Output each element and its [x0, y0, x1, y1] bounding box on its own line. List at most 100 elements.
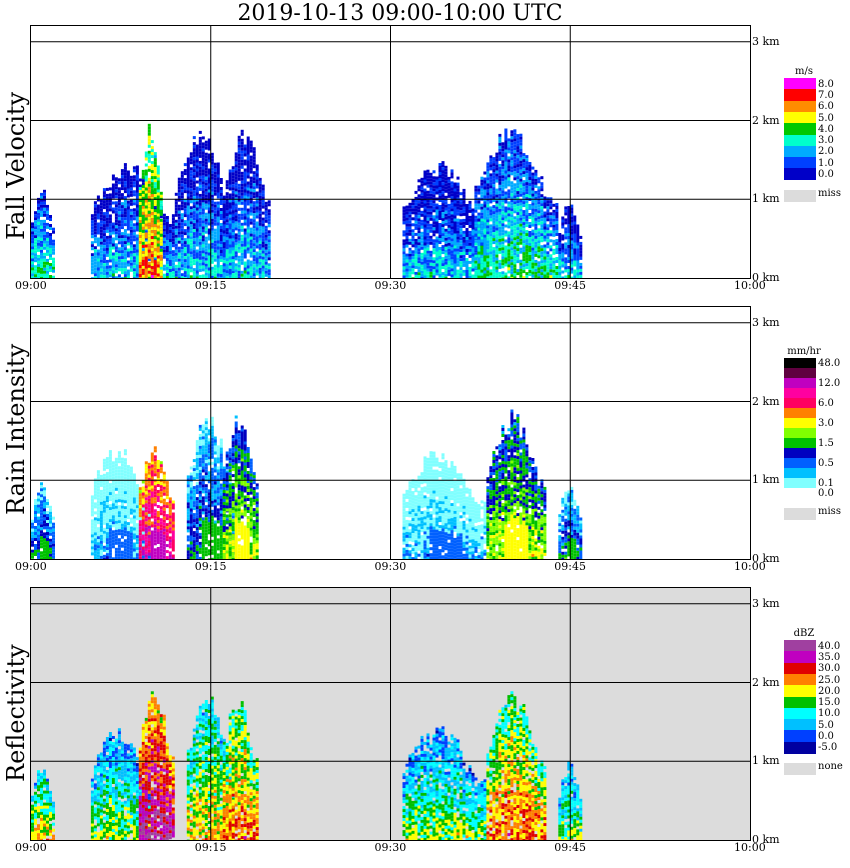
echo-pixel	[489, 188, 493, 192]
echo-pixel	[516, 146, 520, 150]
echo-pixel	[120, 544, 124, 548]
echo-pixel	[258, 252, 262, 256]
echo-pixel	[516, 233, 520, 237]
echo-pixel	[183, 208, 187, 212]
echo-pixel	[528, 273, 532, 276]
echo-pixel	[510, 151, 514, 155]
echo-pixel	[102, 479, 106, 483]
echo-pixel	[525, 182, 529, 186]
echo-pixel	[540, 266, 544, 270]
echo-pixel	[159, 224, 163, 228]
echo-pixel	[495, 158, 499, 162]
echo-pixel	[510, 235, 514, 239]
echo-pixel	[522, 156, 526, 160]
echo-pixel	[111, 491, 115, 495]
echo-pixel	[49, 236, 52, 239]
echo-pixel	[504, 272, 508, 276]
echo-pixel	[43, 532, 46, 536]
echo-pixel	[531, 271, 535, 275]
echo-pixel	[429, 226, 433, 230]
echo-pixel	[108, 513, 112, 517]
echo-pixel	[120, 175, 124, 179]
echo-pixel	[480, 239, 484, 243]
echo-pixel	[114, 228, 118, 232]
echo-pixel	[117, 526, 121, 530]
echo-pixel	[498, 190, 502, 194]
echo-pixel	[132, 223, 136, 227]
echo-pixel	[114, 457, 118, 461]
echo-pixel	[213, 186, 217, 190]
echo-pixel	[90, 543, 94, 547]
echo-pixel	[255, 206, 259, 210]
echo-pixel	[411, 202, 415, 206]
echo-pixel	[37, 242, 40, 246]
echo-pixel	[513, 162, 517, 166]
echo-pixel	[198, 199, 202, 203]
echo-pixel	[180, 180, 184, 184]
echo-pixel	[231, 199, 235, 203]
echo-pixel	[43, 499, 46, 503]
echo-pixel	[96, 485, 100, 489]
echo-pixel	[111, 536, 115, 540]
echo-pixel	[171, 244, 175, 248]
echo-pixel	[195, 258, 199, 262]
echo-pixel	[49, 532, 52, 536]
echo-pixel	[186, 175, 190, 179]
echo-pixel	[111, 231, 115, 235]
echo-pixel	[201, 235, 205, 239]
echo-pixel	[513, 222, 517, 226]
echo-pixel	[444, 231, 448, 235]
echo-pixel	[120, 490, 124, 494]
echo-pixel	[543, 211, 547, 215]
echo-pixel	[153, 248, 157, 252]
echo-pixel	[192, 136, 196, 140]
echo-pixel	[465, 273, 469, 276]
echo-pixel	[207, 276, 211, 278]
echo-pixel	[429, 181, 433, 185]
echo-pixel	[498, 193, 502, 197]
echo-pixel	[150, 188, 154, 192]
echo-pixel	[516, 182, 520, 186]
echo-pixel	[31, 555, 34, 559]
echo-pixel	[477, 188, 481, 192]
echo-pixel	[156, 165, 160, 169]
echo-pixel	[180, 171, 184, 175]
echo-pixel	[258, 225, 262, 229]
echo-pixel	[258, 189, 262, 193]
echo-pixel	[102, 503, 106, 507]
echo-pixel	[114, 541, 118, 545]
echo-pixel	[123, 259, 127, 263]
echo-pixel	[249, 170, 253, 174]
echo-pixel	[234, 161, 238, 165]
echo-pixel	[186, 193, 190, 197]
echo-pixel	[471, 262, 475, 266]
echo-pixel	[510, 160, 514, 164]
echo-pixel	[252, 156, 256, 160]
echo-pixel	[501, 235, 505, 239]
echo-pixel	[486, 195, 490, 199]
echo-pixel	[99, 226, 103, 230]
echo-pixel	[444, 246, 448, 250]
echo-pixel	[570, 222, 574, 226]
echo-pixel	[552, 221, 556, 225]
echo-pixel	[510, 157, 514, 161]
echo-pixel	[111, 228, 115, 232]
echo-pixel	[150, 215, 154, 219]
echo-pixel	[525, 161, 529, 165]
echo-pixel	[135, 234, 139, 238]
echo-pixel	[123, 485, 127, 489]
echo-pixel	[31, 273, 34, 277]
echo-pixel	[201, 148, 205, 152]
echo-pixel	[255, 167, 259, 171]
echo-pixel	[141, 182, 145, 186]
echo-pixel	[495, 194, 499, 198]
echo-pixel	[513, 183, 517, 187]
echo-pixel	[534, 175, 538, 179]
echo-pixel	[117, 532, 121, 536]
echo-pixel	[453, 254, 457, 258]
echo-pixel	[96, 249, 100, 253]
echo-pixel	[153, 161, 157, 165]
echo-pixel	[111, 222, 115, 226]
echo-pixel	[510, 190, 514, 194]
echo-pixel	[249, 203, 253, 207]
